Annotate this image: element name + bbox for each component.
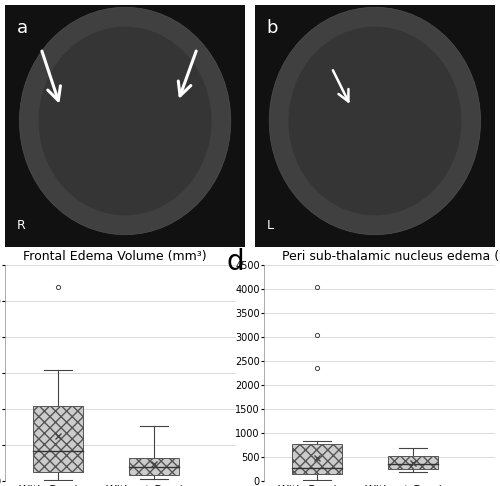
Text: L: L: [267, 219, 274, 232]
Text: a: a: [17, 19, 28, 37]
Text: b: b: [267, 19, 278, 37]
Text: R: R: [17, 219, 26, 232]
Bar: [129, 458, 180, 475]
Ellipse shape: [269, 7, 480, 235]
Ellipse shape: [38, 27, 212, 215]
Text: Peri sub-thalamic nucleus edema (mm³): Peri sub-thalamic nucleus edema (mm³): [282, 250, 500, 262]
Text: Frontal Edema Volume (mm³): Frontal Edema Volume (mm³): [24, 250, 207, 262]
Text: d: d: [227, 248, 244, 276]
Ellipse shape: [288, 27, 462, 215]
Bar: [388, 456, 438, 469]
Bar: [33, 405, 83, 472]
Bar: [292, 444, 342, 474]
Ellipse shape: [20, 7, 231, 235]
